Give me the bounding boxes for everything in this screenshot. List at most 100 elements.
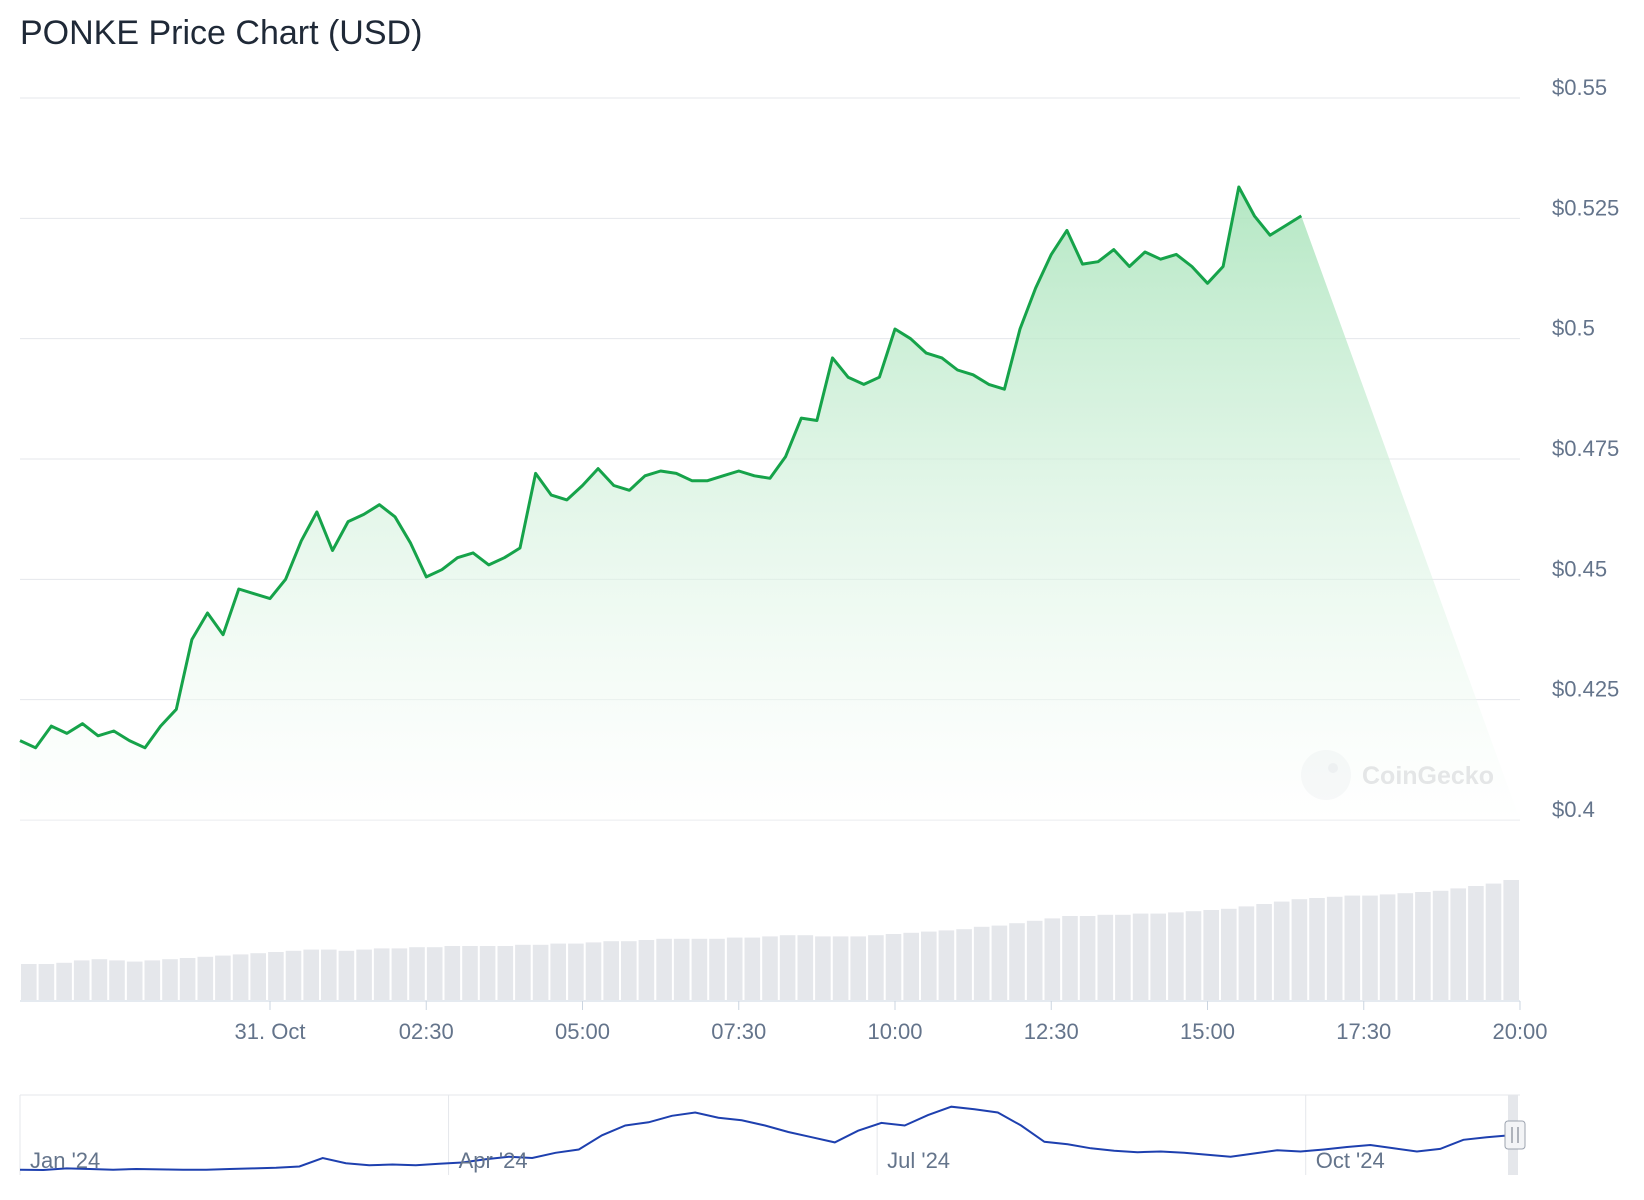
volume-bar — [1273, 901, 1290, 1000]
volume-bar — [1044, 918, 1061, 1000]
volume-bar — [1450, 888, 1466, 1000]
volume-bars — [21, 880, 1519, 1000]
volume-bar — [744, 937, 761, 1000]
volume-bar — [1503, 880, 1519, 1000]
volume-bar — [179, 958, 196, 1000]
volume-bar — [1291, 899, 1308, 1000]
volume-bar — [479, 946, 496, 1000]
volume-bar — [1026, 920, 1043, 1000]
volume-bar — [656, 938, 672, 1000]
volume-bar — [462, 946, 478, 1000]
volume-bar — [1168, 912, 1184, 1000]
volume-bar — [991, 925, 1008, 1000]
volume-bar — [356, 949, 372, 1000]
volume-bar — [109, 960, 125, 1000]
volume-bar — [585, 942, 602, 1000]
volume-bar — [1344, 895, 1361, 1000]
x-tick-label: 17:30 — [1336, 1019, 1391, 1044]
volume-bar — [1079, 916, 1096, 1000]
x-tick-label: 15:00 — [1180, 1019, 1235, 1044]
x-tick-label: 10:00 — [867, 1019, 922, 1044]
volume-bar — [321, 949, 337, 1000]
volume-bar — [268, 952, 284, 1000]
price-line[interactable] — [19, 185, 1303, 750]
volume-bar — [1256, 904, 1272, 1000]
volume-bar — [1362, 895, 1378, 1000]
y-tick-label: $0.55 — [1552, 75, 1607, 100]
x-tick-label: 07:30 — [711, 1019, 766, 1044]
volume-bar — [91, 959, 108, 1000]
navigator-handle-icon[interactable] — [1504, 1120, 1526, 1150]
y-tick-label: $0.475 — [1552, 436, 1619, 461]
volume-bar — [1415, 892, 1431, 1000]
volume-bar — [144, 960, 161, 1000]
volume-bar — [250, 953, 266, 1000]
volume-bar — [1397, 893, 1414, 1000]
y-axis-labels: $0.55 $0.525 $0.5 $0.475 $0.45 $0.425 $0.4 — [1552, 75, 1619, 822]
volume-bar — [215, 955, 231, 1000]
y-tick-label: $0.4 — [1552, 797, 1595, 822]
volume-bar — [532, 944, 549, 1000]
x-tick-label: 02:30 — [399, 1019, 454, 1044]
volume-bar — [921, 931, 937, 1000]
volume-bar — [285, 950, 302, 1000]
volume-bar — [938, 930, 955, 1000]
volume-bar — [1309, 898, 1325, 1000]
volume-bar — [603, 941, 619, 1000]
volume-bar — [568, 943, 584, 1000]
volume-bar — [232, 954, 249, 1000]
navigator-gridlines — [19, 1095, 1307, 1175]
volume-bar — [1150, 913, 1166, 1000]
volume-bar — [1432, 890, 1449, 1000]
volume-bar — [73, 960, 90, 1000]
y-tick-label: $0.525 — [1552, 195, 1619, 220]
volume-bar — [1326, 896, 1343, 1000]
volume-bar — [762, 936, 778, 1000]
price-area — [20, 187, 1520, 820]
volume-bar — [779, 935, 796, 1000]
volume-bar — [709, 938, 725, 1000]
volume-bar — [409, 947, 425, 1000]
volume-bar — [126, 961, 143, 1000]
volume-bar — [391, 948, 408, 1000]
volume-bar — [373, 948, 390, 1000]
volume-bar — [1009, 923, 1025, 1000]
volume-bar — [1203, 910, 1219, 1000]
volume-bar — [338, 950, 355, 1000]
navigator-price-line — [19, 1105, 1511, 1172]
volume-bar — [815, 936, 831, 1000]
volume-bar — [497, 946, 514, 1000]
volume-bar — [673, 938, 690, 1000]
volume-bar — [973, 926, 990, 1000]
volume-bar — [21, 964, 37, 1000]
volume-bar — [691, 938, 708, 1000]
x-tick-label: 31. Oct — [235, 1019, 306, 1044]
volume-bar — [956, 929, 972, 1000]
volume-bar — [638, 940, 655, 1000]
volume-bar — [850, 936, 866, 1000]
volume-bar — [621, 941, 637, 1000]
x-axis-labels: 31. Oct 02:30 05:00 07:30 10:00 12:30 15:00 17:… — [235, 1001, 1548, 1044]
volume-bar — [162, 959, 178, 1000]
volume-bar — [903, 932, 919, 1000]
navigator-tick-label: Apr '24 — [459, 1148, 528, 1173]
navigator-tick-label: Jan '24 — [30, 1148, 100, 1173]
volume-bar — [1379, 894, 1396, 1000]
x-tick-label: 05:00 — [555, 1019, 610, 1044]
volume-bar — [515, 944, 531, 1000]
volume-bar — [1097, 914, 1114, 1000]
volume-bar — [303, 949, 319, 1000]
volume-bar — [38, 964, 55, 1000]
volume-bar — [1468, 886, 1484, 1000]
range-navigator[interactable]: Jan '24 Apr '24 Jul '24 Oct '24 — [19, 1094, 1526, 1175]
navigator-labels: Jan '24 Apr '24 Jul '24 Oct '24 — [30, 1148, 1385, 1173]
volume-bar — [1185, 911, 1202, 1000]
y-tick-label: $0.45 — [1552, 556, 1607, 581]
volume-bar — [426, 947, 443, 1000]
volume-bar — [197, 956, 214, 1000]
navigator-tick-label: Oct '24 — [1316, 1148, 1385, 1173]
volume-bar — [1062, 916, 1078, 1000]
volume-bar — [726, 937, 743, 1000]
x-tick-label: 12:30 — [1024, 1019, 1079, 1044]
